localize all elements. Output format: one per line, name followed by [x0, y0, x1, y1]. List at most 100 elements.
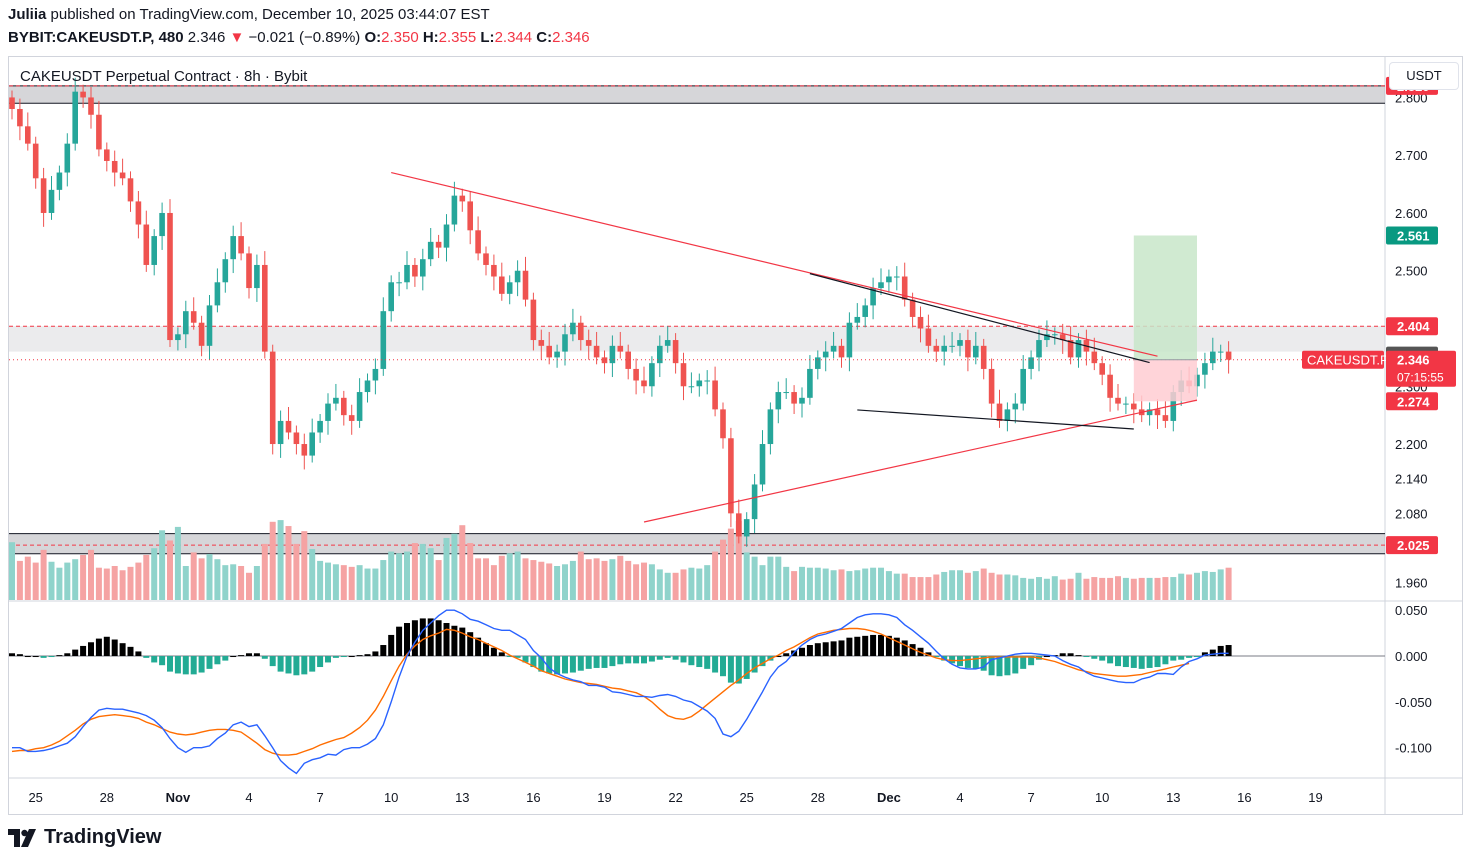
macd-histogram-bar — [483, 643, 489, 657]
candle — [364, 373, 371, 403]
time-tick-label: 7 — [316, 790, 323, 805]
macd-histogram-bar — [925, 652, 932, 657]
last-price: 2.346 — [187, 29, 226, 46]
price-tick-label: 2.700 — [1395, 148, 1428, 163]
volume-bar — [506, 553, 513, 600]
candle — [720, 402, 726, 449]
candle-body — [657, 345, 663, 364]
candle-body — [301, 444, 308, 456]
volume-bar — [941, 571, 948, 600]
candle — [1154, 398, 1161, 430]
tradingview-logo[interactable]: TradingView — [8, 826, 161, 849]
candle-body — [854, 316, 861, 323]
candle-body — [364, 380, 371, 393]
candle — [688, 372, 695, 394]
candle-body — [104, 149, 110, 161]
macd-histogram-bar — [246, 653, 252, 657]
candle — [420, 248, 426, 291]
currency-button[interactable]: USDT — [1389, 62, 1459, 90]
candle-body — [506, 282, 513, 294]
volume-bar — [546, 563, 553, 600]
macd-histogram-bar — [238, 655, 245, 657]
candle — [104, 142, 110, 172]
candle-body — [917, 316, 924, 329]
volume-bar — [917, 577, 924, 600]
candle-body — [262, 264, 268, 352]
candle-body — [206, 305, 213, 346]
volume-bar — [775, 556, 782, 600]
candle-body — [933, 345, 940, 352]
volume-bar — [190, 552, 197, 600]
candle — [262, 251, 268, 359]
candle-body — [238, 236, 244, 254]
macd-histogram-bar — [1107, 656, 1114, 664]
macd-histogram-bar — [648, 656, 655, 662]
candle — [1202, 352, 1208, 389]
macd-histogram-bar — [88, 642, 94, 657]
candle-body — [570, 322, 576, 335]
macd-histogram-bar — [680, 656, 687, 663]
macd-histogram-bar — [48, 656, 55, 658]
volume-bar — [246, 572, 252, 600]
candle-body — [214, 282, 221, 306]
candle-body — [356, 392, 363, 421]
candle-body — [973, 345, 979, 358]
candle-body — [230, 236, 236, 260]
candle-body — [664, 340, 671, 346]
macd-histogram-bar — [878, 634, 884, 657]
macd-histogram-bar — [443, 623, 450, 657]
candle — [143, 210, 150, 272]
author-name[interactable]: Juliia — [8, 6, 47, 23]
candle-body — [554, 351, 560, 358]
candle-body — [878, 282, 884, 289]
macd-histogram-bar — [427, 618, 434, 657]
candle — [348, 404, 355, 435]
macd-histogram-bar — [1115, 656, 1121, 667]
candle — [783, 378, 789, 399]
volume-bar — [111, 566, 118, 600]
volume-bar — [862, 568, 869, 600]
volume-bar — [696, 568, 703, 600]
candle-body — [175, 334, 181, 341]
volume-bar — [443, 537, 450, 600]
candle — [396, 271, 402, 297]
macd-histogram-bar — [159, 656, 166, 666]
macd-histogram-bar — [1225, 645, 1232, 657]
macd-histogram-bar — [672, 656, 679, 660]
volume-bar — [498, 555, 505, 600]
volume-bar — [806, 567, 813, 600]
candle — [499, 262, 505, 301]
candle-body — [822, 351, 829, 358]
macd-histogram-bar — [332, 656, 339, 658]
last-price-text: 2.346 — [1397, 353, 1430, 368]
candle-body — [870, 288, 876, 306]
macd-histogram-bar — [419, 618, 426, 657]
macd-histogram-bar — [712, 656, 719, 673]
macd-histogram-bar — [562, 656, 568, 674]
volume-bar — [538, 561, 545, 600]
candle-body — [246, 253, 252, 289]
macd-histogram-bar — [167, 656, 173, 672]
volume-bar — [80, 554, 87, 600]
macd-histogram-bar — [633, 656, 640, 664]
volume-bar — [822, 568, 829, 600]
candle — [475, 216, 481, 261]
volume-bar — [641, 562, 647, 600]
candle-body — [1044, 334, 1050, 341]
volume-bar — [712, 551, 719, 600]
candle — [1146, 402, 1153, 426]
candle-body — [996, 403, 1003, 421]
volume-bar — [419, 543, 426, 600]
volume-bar — [451, 533, 458, 600]
candle-body — [17, 108, 23, 127]
candle — [443, 214, 450, 262]
candle — [633, 358, 639, 395]
last-price-box — [1386, 350, 1456, 387]
candle — [88, 87, 94, 129]
volume-bar — [593, 558, 600, 600]
macd-histogram-bar — [1020, 656, 1027, 669]
macd-histogram-bar — [1059, 653, 1066, 657]
time-tick-label: 28 — [100, 790, 114, 805]
candle — [459, 188, 466, 212]
